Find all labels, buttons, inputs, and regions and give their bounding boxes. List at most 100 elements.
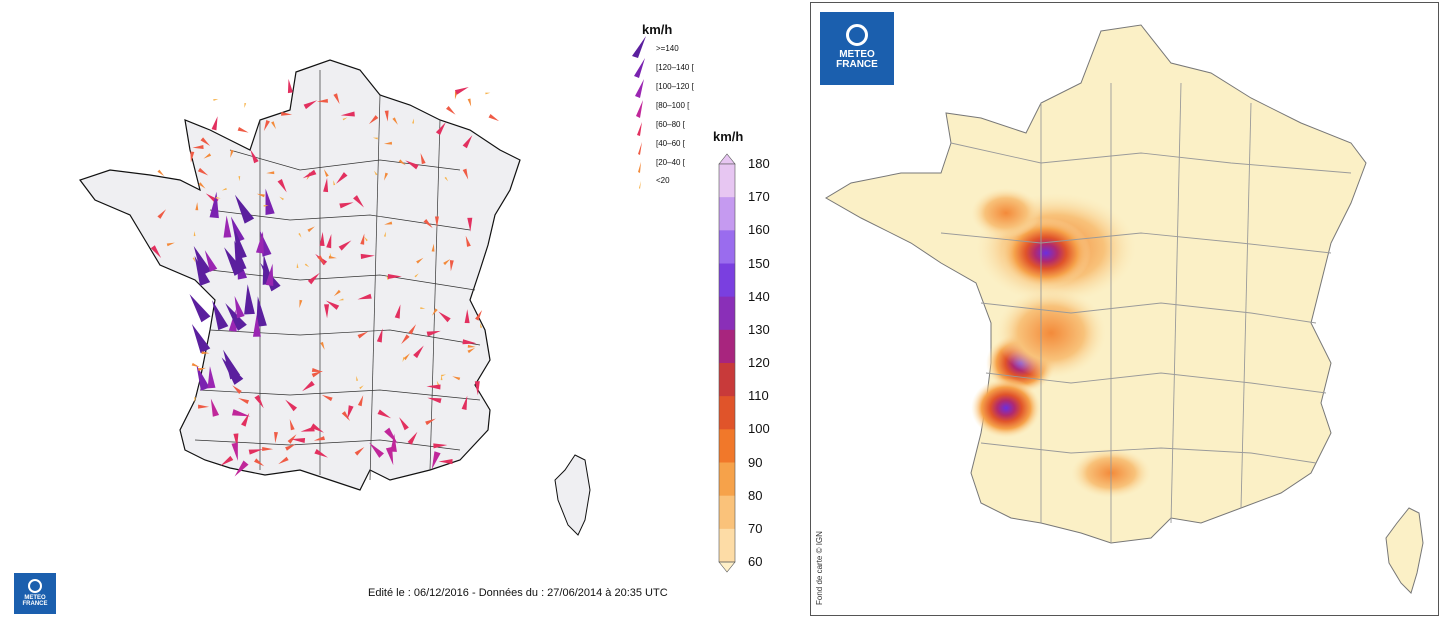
gust-arrow [374, 170, 378, 176]
gust-arrow [467, 98, 472, 107]
gust-arrow [446, 105, 456, 115]
gust-arrow [220, 455, 234, 466]
gust-arrow [368, 115, 379, 125]
gust-arrow [197, 167, 209, 176]
gust-arrow [340, 111, 355, 117]
gust-arrow [203, 153, 212, 159]
gust-arrow [198, 404, 210, 409]
gust-arrow [425, 418, 436, 426]
gust-arrow [230, 216, 245, 243]
gust-arrow [263, 120, 270, 131]
gust-arrow [254, 394, 264, 409]
scale-tick-label: 160 [748, 222, 770, 238]
gust-arrow [354, 446, 365, 456]
gust-arrow [438, 459, 453, 465]
gust-arrow [372, 137, 378, 140]
gust-arrow [465, 235, 471, 247]
gust-arrow [452, 376, 461, 381]
gust-arrow [413, 345, 424, 359]
gust-arrow [333, 93, 340, 105]
gust-arrow [266, 171, 275, 175]
legend-class-label: >=140 [656, 44, 679, 53]
gust-arrow [338, 240, 352, 251]
legend-unit: km/h [642, 22, 673, 37]
gust-arrow [462, 168, 469, 180]
scale-tick-label: 80 [748, 487, 763, 503]
gust-field-panel: METEO FRANCE Fond de carte © IGN [810, 2, 1439, 616]
scale-tick-label: 110 [748, 388, 769, 404]
gust-arrow [211, 116, 218, 131]
gust-arrow [383, 141, 393, 145]
gust-arrow [384, 110, 389, 122]
gust-arrow [157, 209, 167, 219]
gust-arrow [302, 169, 317, 179]
logo-line2: FRANCE [836, 59, 878, 70]
scale-tick-label: 100 [748, 421, 770, 437]
gust-arrow [230, 149, 234, 158]
gust-arrow [488, 114, 500, 122]
corsica-outline-field [1385, 507, 1424, 594]
gust-arrow [290, 437, 306, 444]
gust-arrow [256, 193, 265, 198]
scale-tick-label: 120 [748, 355, 770, 370]
gust-arrow [357, 331, 369, 339]
gust-arrow [248, 449, 263, 455]
gust-arrow [317, 255, 326, 266]
gust-arrow [353, 195, 364, 208]
gust-arrow [234, 295, 245, 319]
region-borders-field [940, 82, 1352, 543]
gust-arrow [387, 274, 402, 280]
gust-arrow [485, 92, 491, 95]
gust-arrow [296, 262, 299, 269]
gust-arrow [467, 347, 476, 354]
gust-arrow [420, 152, 426, 165]
gust-arrow [194, 397, 196, 403]
gust-arrow [221, 357, 244, 385]
gust-arrow [204, 250, 218, 272]
gust-arrow [254, 458, 265, 467]
gust-arrows-panel: km/h >=140 [120–140 [ [100–120 [ [80–100… [14, 22, 770, 614]
gust-arrow [271, 121, 276, 130]
legend-class-label: [100–120 [ [656, 82, 694, 91]
gust-arrow [335, 172, 348, 184]
gust-arrow [398, 159, 406, 166]
gust-arrow [277, 178, 287, 193]
legend-class-label: <20 [656, 176, 670, 185]
gust-arrow [407, 431, 418, 445]
gust-arrow [401, 334, 410, 345]
gust-arrow [166, 242, 175, 247]
gust-arrow [311, 370, 323, 378]
gust-arrow [384, 221, 393, 225]
gust-arrow [438, 311, 451, 323]
gust-arrow [285, 443, 296, 451]
gust-arrow [241, 412, 250, 427]
gust-arrow [231, 442, 238, 461]
gust-arrow [475, 310, 483, 321]
scale-min-arrow [718, 561, 736, 573]
scale-tick-label: 60 [748, 554, 763, 569]
gust-arrow [198, 182, 206, 189]
gust-arrow [441, 374, 447, 377]
scale-tick-label: 130 [748, 321, 770, 337]
legend-arrows [632, 36, 646, 189]
gust-arrow [357, 395, 364, 407]
gust-arrow [402, 357, 405, 363]
scale-segment [719, 230, 735, 264]
scale-segment [719, 296, 735, 331]
gust-arrow [262, 447, 274, 452]
gust-arrow [192, 257, 196, 263]
gust-arrow [431, 451, 441, 470]
gust-arrow [307, 226, 315, 233]
gust-arrow [190, 151, 195, 163]
gust-arrow [313, 436, 325, 441]
gust-arrow [383, 231, 386, 237]
logo-line1: METEO [839, 49, 875, 60]
gust-arrow [256, 296, 267, 327]
scale-tick-label: 170 [748, 189, 770, 205]
gust-arrow [232, 385, 242, 395]
gust-arrow [238, 398, 250, 404]
gust-arrow [412, 118, 414, 124]
gust-arrow [449, 260, 454, 272]
gust-arrow [191, 324, 211, 354]
gust-arrow [325, 300, 340, 310]
